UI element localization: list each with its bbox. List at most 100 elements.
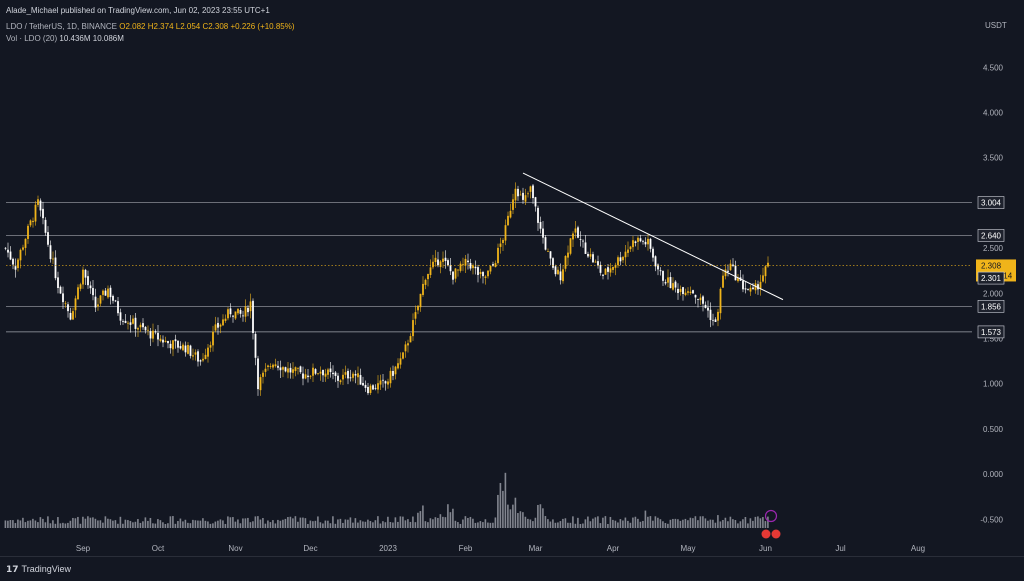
candle-body — [322, 369, 324, 376]
volume-bar — [94, 518, 97, 528]
candle-body — [49, 245, 52, 260]
volume-bar — [392, 522, 394, 528]
candle-body — [509, 210, 512, 218]
volume-bar — [332, 516, 334, 528]
tradingview-logo[interactable]: 17 TradingView — [6, 564, 72, 575]
candle-body — [379, 380, 382, 385]
volume-bar — [239, 523, 242, 528]
candle-body — [754, 283, 757, 291]
volume-bar — [409, 521, 412, 528]
candle-body — [562, 269, 564, 282]
candle-body — [709, 309, 712, 321]
volume-bar — [547, 519, 549, 528]
y-tick-label-2: 3.500 — [983, 154, 1004, 163]
candle-body — [52, 258, 54, 260]
candle-body — [527, 193, 529, 195]
candle-body — [732, 264, 734, 266]
volume-bar — [84, 518, 87, 528]
volume-bar — [469, 516, 472, 528]
volume-bar — [292, 518, 294, 528]
candle-body — [469, 263, 472, 269]
volume-bar — [432, 519, 434, 528]
volume-bar — [102, 522, 104, 528]
candle-body — [144, 326, 147, 331]
candle-body — [37, 199, 39, 205]
x-tick-label-1: Oct — [152, 544, 165, 553]
volume-bar — [574, 523, 577, 528]
volume-bar — [179, 518, 182, 528]
candle-body — [552, 258, 554, 268]
candle-body — [257, 358, 259, 390]
volume-bar — [187, 522, 189, 528]
x-tick-label-8: May — [680, 544, 695, 553]
candle-body — [604, 268, 607, 275]
candle-body — [692, 290, 694, 294]
volume-bar — [604, 516, 607, 528]
candle-body — [689, 291, 692, 293]
volume-bar — [407, 519, 409, 528]
volume-bar — [549, 521, 552, 528]
volume-bar — [697, 520, 699, 528]
volume-bar — [484, 519, 487, 528]
volume-bar — [644, 510, 647, 528]
volume-bar — [162, 522, 164, 528]
volume-bar — [719, 521, 722, 528]
candle-body — [32, 220, 34, 223]
volume-bar — [702, 516, 704, 528]
candle-body — [97, 304, 99, 307]
volume-bar — [399, 516, 402, 528]
volume-bar — [349, 517, 352, 528]
candle-body — [317, 373, 319, 375]
candle-body — [69, 312, 72, 320]
volume-bar — [257, 516, 259, 528]
volume-bar — [194, 520, 197, 528]
candle-body — [307, 375, 309, 378]
volume-bar — [454, 520, 457, 528]
candle-body — [277, 365, 279, 368]
volume-bar — [307, 523, 309, 528]
candle-body — [44, 219, 47, 233]
candle-body — [652, 248, 654, 258]
candle-body — [409, 336, 412, 343]
volume-bar — [127, 520, 129, 528]
volume-bar — [19, 520, 22, 528]
volume-bar — [494, 517, 497, 528]
candle-body — [477, 267, 479, 275]
candle-body — [104, 290, 107, 296]
volume-bar — [312, 521, 314, 528]
volume-bar — [67, 522, 69, 528]
candle-body — [414, 312, 417, 319]
candle-body — [264, 368, 267, 372]
candle-body — [727, 270, 729, 272]
candle-body — [284, 367, 287, 372]
candle-body — [314, 369, 317, 374]
volume-bar — [342, 522, 344, 528]
volume-bar — [439, 514, 442, 528]
volume-bar — [614, 520, 617, 528]
current-price-tag: 2.308 — [981, 261, 1002, 270]
volume-bar — [209, 523, 212, 528]
x-tick-label-5: Feb — [459, 544, 473, 553]
volume-bar — [159, 520, 162, 528]
candle-body — [569, 238, 572, 254]
candle-body — [522, 192, 524, 200]
volume-bar — [677, 519, 679, 528]
candle-body — [29, 220, 32, 226]
candle-body — [77, 287, 79, 300]
candle-body — [247, 307, 249, 313]
volume-bar — [4, 520, 7, 528]
volume-bar — [302, 517, 304, 528]
candle-body — [184, 345, 187, 353]
volume-bar — [139, 522, 142, 528]
candle-body — [189, 345, 192, 356]
candle-body — [62, 293, 64, 303]
candle-body — [382, 379, 384, 381]
volume-bar — [652, 520, 654, 528]
candle-body — [182, 344, 184, 351]
volume-bar — [534, 517, 537, 528]
volume-bar — [99, 520, 102, 528]
volume-bar — [202, 518, 204, 528]
candle-body — [547, 250, 549, 252]
level-tag-0: 3.004 — [981, 199, 1002, 208]
